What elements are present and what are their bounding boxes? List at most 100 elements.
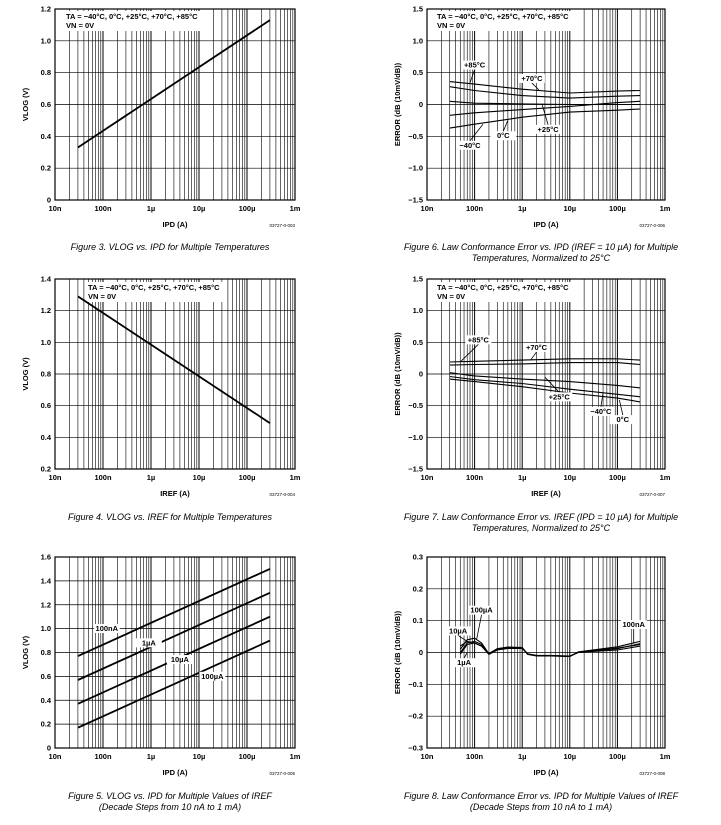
chart-fig8: −0.3 −0.2 −0.1 0 0.1 0.2 0.3 10n 100n 1µ 10µ 100µ 1m… bbox=[393, 553, 679, 813]
condition-backdrop bbox=[86, 282, 224, 302]
condition-backdrop bbox=[435, 282, 573, 302]
x-axis-label: IPD (A) bbox=[163, 220, 189, 229]
chart-fig4: 0.2 0.4 0.6 0.8 1.0 1.2 1.4 10n 100n 1µ 10µ 100µ 1m I… bbox=[21, 275, 301, 523]
y-tick-label: 0 bbox=[419, 100, 423, 109]
x-tick-label: 100n bbox=[466, 204, 484, 213]
y-tick-label: 0.8 bbox=[41, 68, 51, 77]
figure-caption: Figure 6. Law Conformance Error vs. IPD … bbox=[404, 242, 678, 263]
annotation-label: 1µA bbox=[457, 658, 471, 667]
y-tick-label: 0.1 bbox=[413, 616, 423, 625]
y-tick-label: 0 bbox=[419, 370, 423, 379]
y-tick-label: 0.3 bbox=[413, 553, 423, 562]
figure-ref-code: 03727-0-006 bbox=[639, 223, 665, 228]
plot-frame bbox=[54, 278, 296, 470]
condition-vn: VN = 0V bbox=[66, 21, 94, 30]
y-tick-label: 1.0 bbox=[41, 624, 51, 633]
y-axis-label: VLOG (V) bbox=[21, 357, 30, 391]
annotation-backdrop bbox=[523, 342, 550, 352]
y-tick-label: −1.0 bbox=[408, 164, 423, 173]
figure-ref-code: 03727-0-007 bbox=[639, 492, 665, 497]
x-tick-label: 1µ bbox=[147, 752, 156, 761]
y-tick-label: 0.4 bbox=[41, 433, 52, 442]
annotation-leader bbox=[531, 82, 540, 91]
series-line bbox=[449, 378, 641, 403]
annotation-label: 1µA bbox=[142, 638, 156, 647]
figure-caption: Figure 4. VLOG vs. IREF for Multiple Tem… bbox=[68, 512, 273, 522]
annotation-label: 0°C bbox=[497, 131, 510, 140]
y-tick-label: 0 bbox=[47, 744, 51, 753]
x-tick-label: 100n bbox=[466, 752, 484, 761]
annotation-leader bbox=[618, 399, 624, 416]
x-tick-label: 1µ bbox=[147, 204, 156, 213]
series-line bbox=[459, 637, 641, 657]
annotation-label: 10µA bbox=[449, 626, 468, 635]
y-tick-label: 0.6 bbox=[41, 100, 51, 109]
annotation-leader bbox=[530, 351, 537, 361]
condition-vn: VN = 0V bbox=[437, 21, 465, 30]
annotation-label: +25°C bbox=[549, 392, 571, 401]
annotation-backdrop bbox=[135, 638, 162, 648]
series-line bbox=[77, 568, 271, 657]
annotation-backdrop bbox=[461, 60, 488, 70]
x-axis-label: IPD (A) bbox=[163, 768, 189, 777]
annotation-label: 10µA bbox=[171, 655, 190, 664]
annotation-backdrop bbox=[535, 124, 562, 134]
y-tick-label: 1.0 bbox=[41, 36, 51, 45]
series-line bbox=[449, 81, 641, 94]
x-tick-label: 100n bbox=[466, 473, 484, 482]
series-line bbox=[449, 372, 641, 389]
figure-caption-line2: (Decade Steps from 10 nA to 1 mA) bbox=[470, 802, 612, 812]
annotation-leader bbox=[459, 344, 479, 363]
annotation-backdrop bbox=[166, 655, 193, 665]
y-tick-label: 1.4 bbox=[41, 576, 52, 585]
x-tick-label: 10n bbox=[49, 204, 62, 213]
y-tick-label: 1.0 bbox=[413, 306, 423, 315]
annotation-backdrop bbox=[199, 671, 226, 681]
x-tick-label: 10n bbox=[421, 473, 434, 482]
annotation-label: 100µA bbox=[470, 606, 493, 615]
annotation-leader bbox=[469, 69, 475, 83]
figure-caption: Figure 5. VLOG vs. IPD for Multiple Valu… bbox=[68, 791, 272, 801]
condition-backdrop bbox=[435, 11, 573, 31]
x-tick-label: 10µ bbox=[193, 752, 206, 761]
series-line bbox=[449, 100, 641, 116]
x-axis-label: IREF (A) bbox=[160, 489, 190, 498]
chart-fig5: 0 0.2 0.4 0.6 0.8 1.0 1.2 1.4 1.6 10n 100n 1µ 10µ 100… bbox=[21, 553, 301, 813]
annotation-backdrop bbox=[445, 626, 472, 636]
annotation-leader bbox=[457, 635, 468, 642]
x-axis-label: IREF (A) bbox=[531, 489, 561, 498]
figure-ref-code: 03727-0-003 bbox=[269, 223, 295, 228]
x-tick-label: 10n bbox=[421, 204, 434, 213]
y-tick-label: 0.2 bbox=[41, 720, 51, 729]
x-tick-label: 10n bbox=[49, 752, 62, 761]
x-tick-label: 1µ bbox=[518, 752, 527, 761]
series-line bbox=[77, 591, 271, 681]
y-tick-label: 0.5 bbox=[413, 68, 423, 77]
y-tick-label: 0 bbox=[419, 648, 423, 657]
x-tick-label: 10µ bbox=[563, 473, 576, 482]
x-tick-label: 1m bbox=[660, 473, 671, 482]
annotation-label: 100nA bbox=[622, 620, 645, 629]
x-tick-label: 100µ bbox=[609, 204, 626, 213]
x-tick-label: 10µ bbox=[563, 752, 576, 761]
annotation-label: −40°C bbox=[590, 407, 612, 416]
annotation-label: +85°C bbox=[464, 61, 486, 70]
x-tick-label: 1m bbox=[660, 204, 671, 213]
annotation-leader bbox=[544, 376, 560, 393]
x-tick-label: 100µ bbox=[609, 752, 626, 761]
annotation-backdrop bbox=[587, 406, 614, 416]
series-line bbox=[449, 100, 641, 106]
y-tick-label: 0.2 bbox=[41, 465, 51, 474]
annotation-backdrop bbox=[546, 392, 573, 402]
y-tick-label: 0 bbox=[47, 196, 51, 205]
chart-fig3: 0 0.2 0.4 0.6 0.8 1.0 1.2 10n 100n 1µ 10µ 100µ 1m IPD… bbox=[21, 5, 301, 253]
x-tick-label: 10µ bbox=[563, 204, 576, 213]
x-tick-label: 1m bbox=[290, 204, 301, 213]
condition-vn: VN = 0V bbox=[88, 292, 116, 301]
x-tick-label: 10n bbox=[49, 473, 62, 482]
x-tick-label: 100n bbox=[94, 473, 112, 482]
annotation-label: 100nA bbox=[96, 624, 119, 633]
y-tick-label: −0.2 bbox=[408, 712, 423, 721]
y-tick-label: −0.1 bbox=[408, 680, 423, 689]
x-tick-label: 1m bbox=[290, 752, 301, 761]
